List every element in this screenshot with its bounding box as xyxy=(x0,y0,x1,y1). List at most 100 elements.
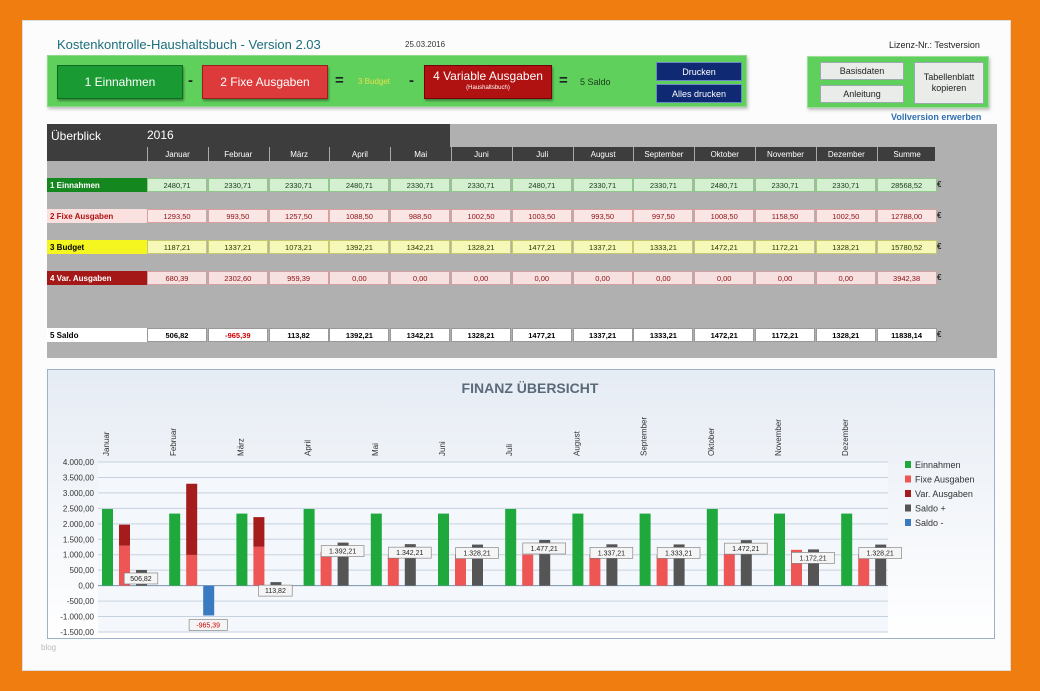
table-cell[interactable]: 2330,71 xyxy=(268,178,329,192)
table-cell[interactable]: 2302,60 xyxy=(207,271,268,285)
table-cell[interactable]: 2330,71 xyxy=(572,178,633,192)
table-cell[interactable]: 0,00 xyxy=(572,271,633,285)
table-cell[interactable]: 959,39 xyxy=(268,271,329,285)
table-cell[interactable]: 3942,38 xyxy=(876,271,937,285)
currency-symbol: € xyxy=(937,242,942,251)
table-cell[interactable]: 1088,50 xyxy=(329,209,390,223)
table-cell[interactable]: 1337,21 xyxy=(572,240,633,254)
variable-ausgaben-button[interactable]: 4 Variable Ausgaben (Haushaltsbuch) xyxy=(424,65,552,99)
table-cell[interactable]: 1477,21 xyxy=(511,328,572,342)
table-cell[interactable]: 1172,21 xyxy=(755,240,815,254)
table-cell[interactable]: 1073,21 xyxy=(268,240,329,254)
table-cell[interactable]: 1337,21 xyxy=(207,240,268,254)
anleitung-button[interactable]: Anleitung xyxy=(820,85,904,103)
row-label-var: 4 Var. Ausgaben xyxy=(47,271,147,285)
table-cell[interactable]: 1328,21 xyxy=(815,328,876,342)
table-cell[interactable]: 1337,21 xyxy=(572,328,633,342)
table-cell[interactable]: 993,50 xyxy=(207,209,268,223)
table-cell[interactable]: 1328,21 xyxy=(451,328,511,342)
table-cell[interactable]: 988,50 xyxy=(390,209,451,223)
basisdaten-button[interactable]: Basisdaten xyxy=(820,62,904,80)
category-label-mai: Mai xyxy=(371,443,380,456)
table-cell[interactable]: 2480,71 xyxy=(694,178,755,192)
data-label-box xyxy=(258,584,293,597)
formula-panel: 1 Einnahmen - 2 Fixe Ausgaben = 3 Budget… xyxy=(47,55,747,107)
table-cell[interactable]: 2330,71 xyxy=(451,178,511,192)
alles-drucken-button[interactable]: Alles drucken xyxy=(656,84,742,103)
table-cell[interactable]: 506,82 xyxy=(147,328,207,342)
table-cell[interactable]: 1172,21 xyxy=(755,328,815,342)
table-cell[interactable]: 1002,50 xyxy=(451,209,511,223)
table-cell[interactable]: 113,82 xyxy=(268,328,329,342)
currency-symbol: € xyxy=(937,273,942,282)
table-cell[interactable]: 1333,21 xyxy=(633,328,694,342)
bar-fixe-ausgaben xyxy=(455,554,466,586)
einnahmen-button[interactable]: 1 Einnahmen xyxy=(57,65,183,99)
data-label-box xyxy=(589,547,634,559)
table-cell[interactable]: 1003,50 xyxy=(511,209,572,223)
table-cell[interactable]: 680,39 xyxy=(147,271,207,285)
table-cell[interactable]: 1392,21 xyxy=(329,240,390,254)
table-cell[interactable]: 0,00 xyxy=(755,271,815,285)
data-label-box xyxy=(388,546,432,559)
table-cell[interactable]: 1472,21 xyxy=(694,328,755,342)
fixe-ausgaben-button[interactable]: 2 Fixe Ausgaben xyxy=(202,65,328,99)
drucken-button[interactable]: Drucken xyxy=(656,62,742,81)
table-cell[interactable]: 0,00 xyxy=(815,271,876,285)
legend-label: Var. Ausgaben xyxy=(915,489,973,499)
table-cell[interactable]: 993,50 xyxy=(572,209,633,223)
table-cell[interactable]: 1328,21 xyxy=(451,240,511,254)
table-cell[interactable]: 2480,71 xyxy=(511,178,572,192)
category-label-januar: Januar xyxy=(102,431,111,456)
table-cell[interactable]: 1257,50 xyxy=(268,209,329,223)
bar-einnahmen xyxy=(370,513,382,586)
bar-saldo-minus xyxy=(203,585,215,616)
table-cell[interactable]: 0,00 xyxy=(694,271,755,285)
table-cell[interactable]: 1187,21 xyxy=(147,240,207,254)
table-cell[interactable]: 0,00 xyxy=(511,271,572,285)
table-cell[interactable]: 11838,14 xyxy=(876,328,937,342)
vollversion-link[interactable]: Vollversion erwerben xyxy=(891,112,982,122)
table-cell[interactable]: 1342,21 xyxy=(390,240,451,254)
table-cell[interactable]: 1333,21 xyxy=(633,240,694,254)
table-cell[interactable]: 0,00 xyxy=(329,271,390,285)
table-cell[interactable]: 2330,71 xyxy=(390,178,451,192)
data-label-box xyxy=(522,542,566,555)
table-cell[interactable]: 1328,21 xyxy=(815,240,876,254)
data-label: 1.333,21 xyxy=(665,550,692,557)
table-cell[interactable]: 2330,71 xyxy=(755,178,815,192)
table-cell[interactable]: 2330,71 xyxy=(207,178,268,192)
tabellenblatt-kopieren-button[interactable]: Tabellenblatt kopieren xyxy=(914,62,984,104)
overview-title: Überblick xyxy=(51,129,102,143)
table-cell[interactable]: 2480,71 xyxy=(147,178,207,192)
table-cell[interactable]: 15780,52 xyxy=(876,240,937,254)
table-cell[interactable]: 1392,21 xyxy=(329,328,390,342)
data-label-box xyxy=(188,619,228,631)
table-cell[interactable]: 0,00 xyxy=(390,271,451,285)
table-cell[interactable]: 1293,50 xyxy=(147,209,207,223)
column-header-september: September xyxy=(633,147,693,161)
table-cell[interactable]: 2330,71 xyxy=(633,178,694,192)
legend-swatch-2 xyxy=(905,490,911,497)
table-cell[interactable]: 1008,50 xyxy=(694,209,755,223)
table-cell[interactable]: 1002,50 xyxy=(815,209,876,223)
month-header-row: Januar Februar März April Mai Juni Juli August S… xyxy=(47,147,935,161)
table-cell[interactable]: 1342,21 xyxy=(390,328,451,342)
table-cell[interactable]: 1472,21 xyxy=(694,240,755,254)
table-cell[interactable]: 2480,71 xyxy=(329,178,390,192)
table-cell[interactable]: 0,00 xyxy=(633,271,694,285)
table-cell[interactable]: 997,50 xyxy=(633,209,694,223)
bar-var-ausgaben xyxy=(119,524,130,546)
table-cell[interactable]: 1158,50 xyxy=(755,209,815,223)
table-cell[interactable]: 2330,71 xyxy=(815,178,876,192)
table-cell[interactable]: 28568,52 xyxy=(876,178,937,192)
row-label-sal: 5 Saldo xyxy=(47,328,147,342)
table-cell[interactable]: 0,00 xyxy=(451,271,511,285)
currency-symbol: € xyxy=(937,211,942,220)
table-cell[interactable]: -965,39 xyxy=(207,328,268,342)
category-label-februar: Februar xyxy=(169,428,178,456)
table-cell[interactable]: 1477,21 xyxy=(511,240,572,254)
table-cell[interactable]: 12788,00 xyxy=(876,209,937,223)
data-label: 1.392,21 xyxy=(329,549,356,556)
bar-fixe-ausgaben xyxy=(858,554,870,586)
